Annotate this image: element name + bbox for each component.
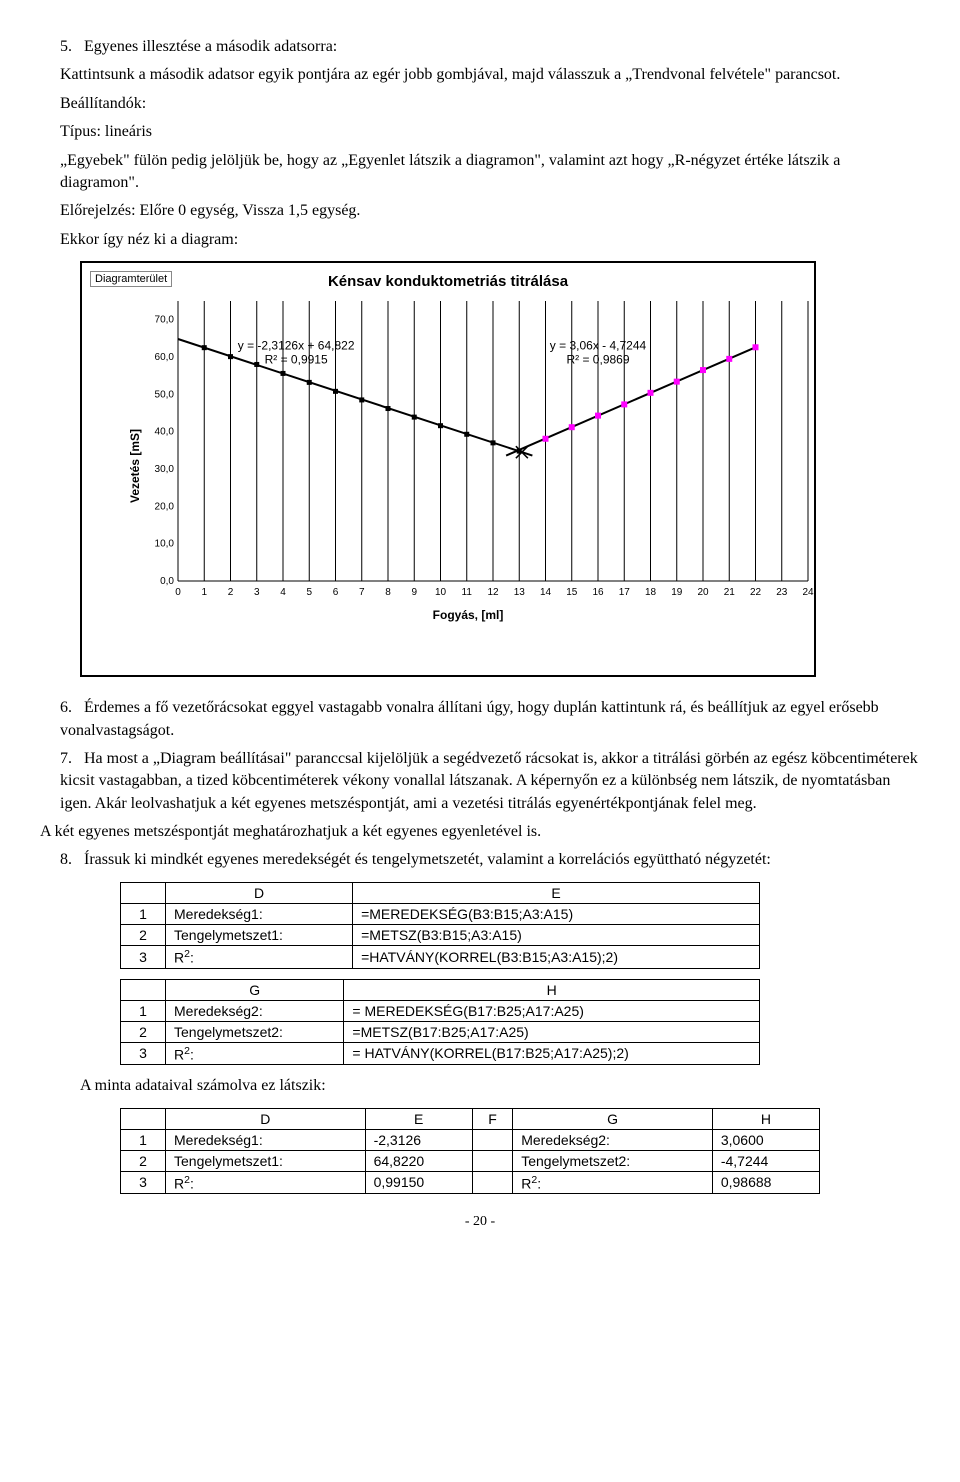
svg-text:11: 11 — [462, 587, 473, 598]
item-text: Ha most a „Diagram beállításai" paranccs… — [60, 750, 918, 812]
chart-container: Diagramterület Kénsav konduktometriás ti… — [80, 261, 816, 677]
svg-text:13: 13 — [514, 587, 526, 598]
svg-text:22: 22 — [750, 587, 762, 598]
svg-text:0,0: 0,0 — [160, 576, 174, 587]
svg-text:70,0: 70,0 — [155, 315, 175, 326]
chart-x-axis-label: Fogyás, [ml] — [138, 608, 798, 622]
chart-plot: Vezetés [mS] 012345678910111213141516171… — [138, 296, 798, 636]
svg-text:14: 14 — [540, 587, 552, 598]
svg-text:9: 9 — [411, 587, 417, 598]
svg-text:R² = 0,9915: R² = 0,9915 — [265, 353, 328, 367]
list-item-6: 6. Érdemes a fő vezetőrácsokat eggyel va… — [60, 697, 920, 742]
svg-text:5: 5 — [306, 587, 312, 598]
svg-text:2: 2 — [228, 587, 234, 598]
svg-text:7: 7 — [359, 587, 365, 598]
svg-text:10: 10 — [435, 587, 447, 598]
svg-text:17: 17 — [619, 587, 631, 598]
svg-text:R² = 0,9869: R² = 0,9869 — [566, 353, 629, 367]
item-number: 6. — [60, 697, 80, 719]
chart-y-axis-label: Vezetés [mS] — [128, 429, 142, 503]
svg-text:8: 8 — [385, 587, 391, 598]
svg-text:12: 12 — [487, 587, 499, 598]
item-text: Érdemes a fő vezetőrácsokat eggyel vasta… — [60, 699, 879, 738]
svg-text:19: 19 — [671, 587, 683, 598]
svg-text:6: 6 — [333, 587, 339, 598]
results-table: DEFGH1Meredekség1:-2,3126Meredekség2:3,0… — [120, 1108, 820, 1195]
svg-text:y = 3,06x - 4,7244: y = 3,06x - 4,7244 — [550, 339, 647, 353]
page-number: - 20 - — [40, 1214, 920, 1230]
chart-title: Kénsav konduktometriás titrálása — [88, 273, 808, 290]
paragraph: Típus: lineáris — [60, 121, 920, 143]
svg-text:15: 15 — [566, 587, 578, 598]
svg-text:20: 20 — [697, 587, 709, 598]
paragraph: A két egyenes metszéspontját meghatározh… — [40, 821, 920, 843]
svg-text:21: 21 — [724, 587, 736, 598]
item-title: Egyenes illesztése a második adatsorra: — [84, 38, 337, 55]
paragraph: „Egyebek" fülön pedig jelöljük be, hogy … — [60, 150, 920, 195]
item-number: 8. — [60, 849, 80, 871]
formula-table-2: GH1Meredekség2:= MEREDEKSÉG(B17:B25;A17:… — [120, 979, 760, 1066]
paragraph: Ekkor így néz ki a diagram: — [60, 229, 920, 251]
svg-text:y = -2,3126x + 64,822: y = -2,3126x + 64,822 — [238, 339, 355, 353]
paragraph: Előrejelzés: Előre 0 egység, Vissza 1,5 … — [60, 200, 920, 222]
svg-text:24: 24 — [802, 587, 814, 598]
svg-text:3: 3 — [254, 587, 260, 598]
item-number: 7. — [60, 748, 80, 770]
svg-text:4: 4 — [280, 587, 286, 598]
paragraph: A minta adataival számolva ez látszik: — [80, 1075, 920, 1097]
svg-text:50,0: 50,0 — [155, 389, 175, 400]
chart-area-label: Diagramterület — [90, 271, 172, 287]
svg-text:16: 16 — [592, 587, 604, 598]
item-text: Írassuk ki mindkét egyenes meredekségét … — [84, 851, 771, 868]
list-item-8: 8. Írassuk ki mindkét egyenes meredekség… — [60, 849, 920, 871]
svg-text:30,0: 30,0 — [155, 464, 175, 475]
svg-text:40,0: 40,0 — [155, 427, 175, 438]
paragraph: Kattintsunk a második adatsor egyik pont… — [60, 64, 920, 86]
svg-text:10,0: 10,0 — [155, 539, 175, 550]
svg-text:18: 18 — [645, 587, 657, 598]
list-item-7: 7. Ha most a „Diagram beállításai" paran… — [60, 748, 920, 815]
svg-text:20,0: 20,0 — [155, 501, 175, 512]
list-item-5: 5. Egyenes illesztése a második adatsorr… — [60, 36, 920, 251]
svg-text:0: 0 — [175, 587, 181, 598]
svg-text:60,0: 60,0 — [155, 352, 175, 363]
svg-text:23: 23 — [776, 587, 788, 598]
chart-svg: 0123456789101112131415161718192021222324… — [138, 296, 818, 606]
formula-table-1: DE1Meredekség1:=MEREDEKSÉG(B3:B15;A3:A15… — [120, 882, 760, 969]
paragraph: Beállítandók: — [60, 93, 920, 115]
svg-text:1: 1 — [201, 587, 207, 598]
item-number: 5. — [60, 36, 80, 58]
